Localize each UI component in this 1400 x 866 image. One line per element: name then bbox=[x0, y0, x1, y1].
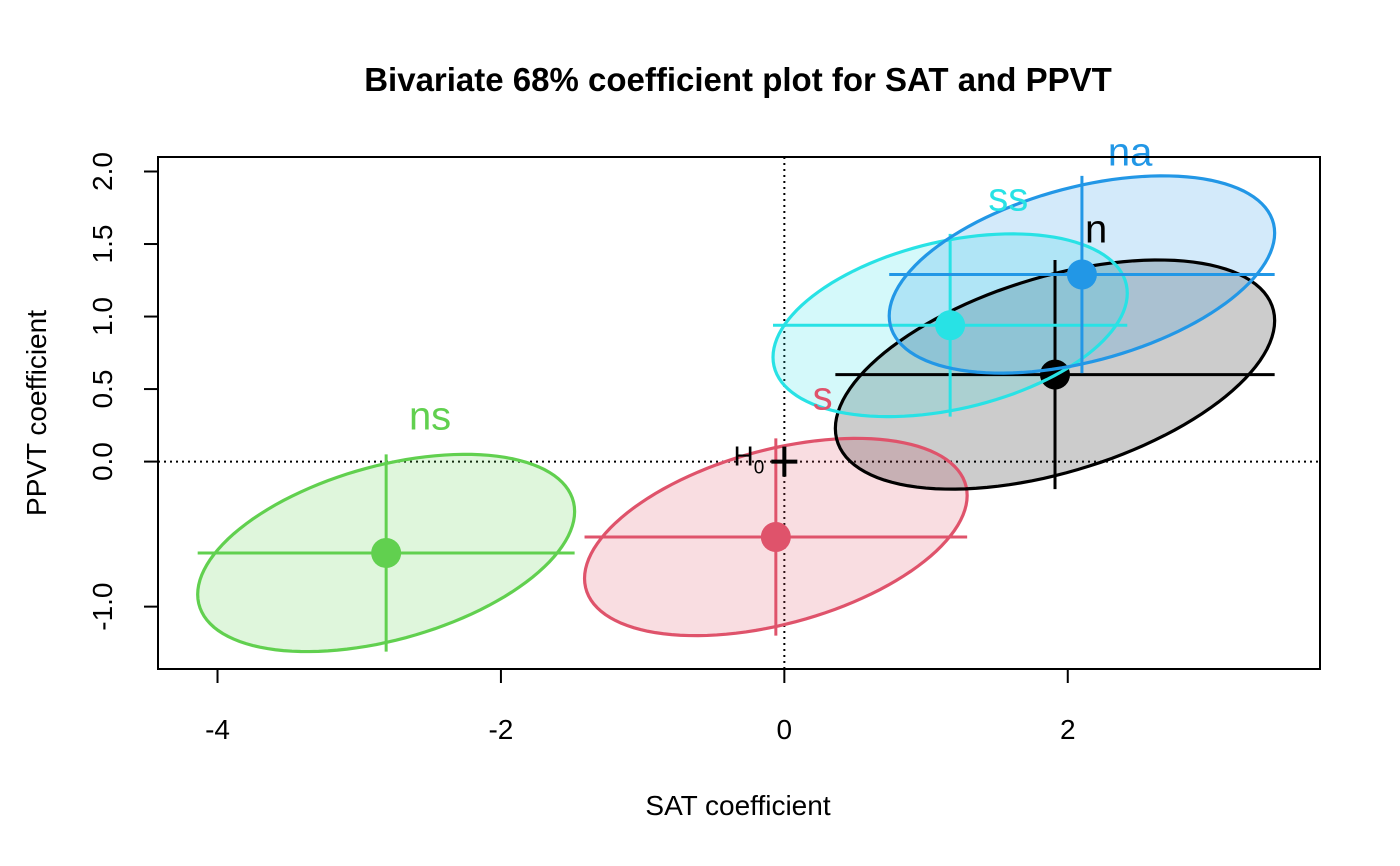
point-ns bbox=[371, 537, 402, 568]
series-ns bbox=[196, 452, 577, 654]
ellipse-outline-n bbox=[833, 258, 1277, 491]
y-axis: -1.0 0.0 0.5 1.0 1.5 2.0 bbox=[87, 152, 159, 631]
series-label-ns: ns bbox=[409, 395, 451, 439]
ellipse-outline-na bbox=[887, 174, 1277, 375]
point-s bbox=[760, 522, 791, 553]
y-tick-label: 0.0 bbox=[87, 442, 118, 481]
y-tick-label: 2.0 bbox=[87, 152, 118, 191]
x-tick-label: 0 bbox=[777, 714, 793, 745]
series-na bbox=[887, 174, 1277, 375]
x-tick-label: 2 bbox=[1060, 714, 1076, 745]
chart-title: Bivariate 68% coefficient plot for SAT a… bbox=[364, 61, 1112, 98]
y-tick-label: 0.5 bbox=[87, 370, 118, 409]
ellipse-outline-s bbox=[582, 436, 969, 638]
x-tick-label: -2 bbox=[488, 714, 513, 745]
y-tick-label: 1.0 bbox=[87, 297, 118, 336]
ellipse-outline-ss bbox=[771, 232, 1129, 419]
series-label-s: s bbox=[813, 374, 833, 418]
origin-label-subscript: 0 bbox=[754, 458, 765, 479]
series-s bbox=[582, 436, 969, 638]
point-ss bbox=[935, 310, 966, 341]
point-na bbox=[1066, 259, 1097, 290]
series-ss bbox=[771, 232, 1129, 419]
series-label-n: n bbox=[1085, 208, 1107, 252]
x-axis: -4 -2 0 2 bbox=[205, 668, 1076, 745]
x-axis-title: SAT coefficient bbox=[645, 790, 830, 821]
ellipse-outline-ns bbox=[196, 452, 577, 654]
y-tick-label: 1.5 bbox=[87, 225, 118, 264]
series-label-ss: ss bbox=[988, 176, 1028, 220]
x-tick-label: -4 bbox=[205, 714, 230, 745]
series-label-na: na bbox=[1108, 131, 1153, 175]
y-axis-title: PPVT coefficient bbox=[21, 310, 52, 516]
y-tick-label: -1.0 bbox=[87, 583, 118, 631]
